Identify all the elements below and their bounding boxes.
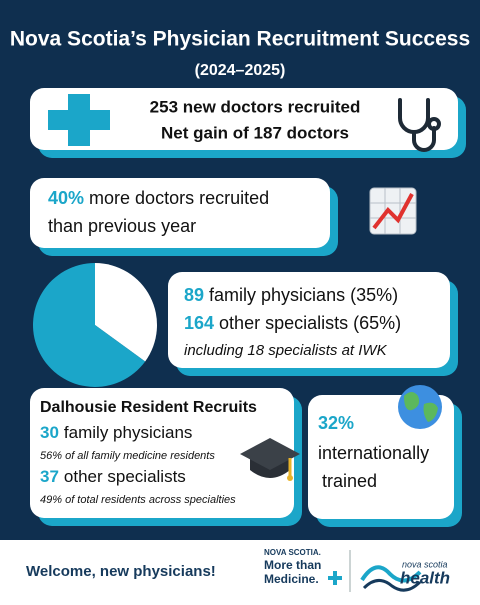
stethoscope-icon	[398, 98, 441, 152]
card	[30, 178, 330, 248]
other-line: 164 other specialists (65%)	[184, 313, 401, 333]
growth-line-2: than previous year	[48, 216, 196, 236]
growth-line: 40% more doctors recruited	[48, 188, 269, 208]
dal-family-count: 30	[40, 423, 59, 442]
dal-family-line: 30 family physicians	[40, 423, 192, 442]
graduation-cap-icon	[240, 438, 300, 481]
cross-icon	[48, 94, 110, 146]
card	[30, 88, 458, 150]
card	[168, 272, 450, 368]
globe-icon	[398, 385, 442, 429]
other-text: other specialists (65%)	[219, 313, 401, 333]
international-highlight: 32%	[318, 413, 354, 433]
subtitle: (2024–2025)	[195, 62, 286, 79]
logo-plus	[328, 571, 342, 585]
title: Nova Scotia’s Physician Recruitment Succ…	[10, 28, 470, 51]
growth-text: more doctors recruited	[89, 188, 269, 208]
card	[30, 388, 294, 518]
logo2-top: nova scotia	[402, 559, 448, 569]
logo-wave	[362, 579, 422, 592]
dal-other-note: 49% of total residents across specialtie…	[40, 494, 236, 506]
dal-other-line: 37 other specialists	[40, 467, 186, 486]
pie-slice	[32, 263, 146, 387]
logo2-main: health	[400, 568, 450, 587]
other-count: 164	[184, 313, 214, 333]
welcome: Welcome, new physicians!	[26, 563, 216, 580]
dal-other-text: other specialists	[64, 467, 186, 486]
family-line: 89 family physicians (35%)	[184, 285, 398, 305]
iwk-note: including 18 specialists at IWK	[184, 342, 388, 359]
logo-top: NOVA SCOTIA.	[264, 548, 321, 557]
international-line-2: trained	[322, 471, 377, 491]
pie-slice	[95, 263, 157, 362]
growth-highlight: 40%	[48, 188, 84, 208]
pie-chart	[32, 263, 157, 387]
chart-icon	[369, 187, 417, 235]
dal-other-count: 37	[40, 467, 59, 486]
logo-line: Medicine.	[264, 572, 319, 586]
dal-family-note: 56% of all family medicine residents	[40, 450, 215, 462]
international-line: internationally	[318, 443, 429, 463]
recruited-line: 253 new doctors recruited	[150, 97, 361, 116]
family-text: family physicians (35%)	[209, 285, 398, 305]
family-count: 89	[184, 285, 204, 305]
logo-line: More than	[264, 558, 321, 572]
logo-wave	[360, 565, 422, 583]
dalhousie-title: Dalhousie Resident Recruits	[40, 399, 257, 416]
dal-family-text: family physicians	[64, 423, 193, 442]
gain-line: Net gain of 187 doctors	[161, 123, 349, 142]
